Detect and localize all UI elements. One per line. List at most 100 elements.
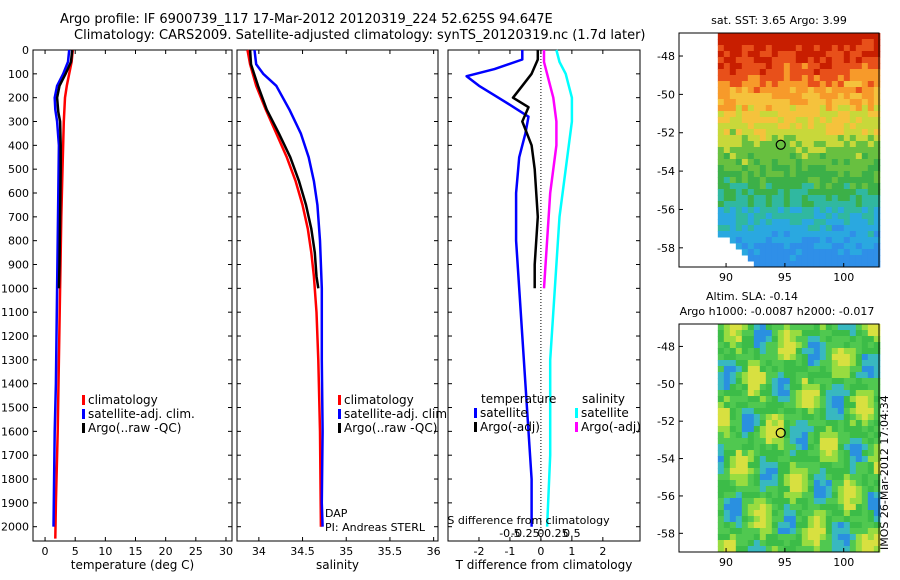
sst-map-cell (771, 87, 779, 94)
sla-map-cell (861, 516, 869, 523)
sst-map-cell (861, 51, 869, 58)
sst-map-cell (765, 135, 773, 142)
sla-map-cell (861, 468, 869, 475)
sla-map-cell (747, 444, 755, 451)
sst-map-cell (753, 147, 761, 154)
sst-map-cell (807, 33, 815, 40)
sst-map-cell (837, 201, 845, 208)
sla-map-cell (765, 354, 773, 361)
sst-map-cell (729, 105, 737, 112)
sla-map-cell (747, 462, 755, 469)
sla-map-cell (759, 414, 767, 421)
sst-map-cell (825, 99, 833, 106)
sst-map-cell (801, 207, 809, 214)
title-line-1: Argo profile: IF 6900739_117 17-Mar-2012… (60, 12, 553, 27)
sla-map-cell (849, 348, 857, 355)
sla-map-cell (777, 432, 785, 439)
sst-map-cell (867, 99, 875, 106)
sst-map-cell (771, 111, 779, 118)
sst-map-cell (849, 87, 857, 94)
sst-map-cell (837, 105, 845, 112)
sla-map-cell (747, 378, 755, 385)
sla-map-cell (729, 546, 737, 553)
sla-map-cell (771, 378, 779, 385)
temperature-series-satellite-adj-clim- (52, 49, 71, 527)
sst-map-cell (729, 153, 737, 160)
sla-map-cell (813, 534, 821, 541)
sla-map-cell (849, 372, 857, 379)
sst-map-cell (789, 75, 797, 82)
sst-map-cell (735, 177, 743, 184)
sla-map-cell (861, 324, 869, 331)
sst-map-cell (747, 183, 755, 190)
temperature-ytick-label: 500 (8, 163, 29, 176)
sst-map-cell (717, 141, 725, 148)
sla-map-cell (771, 492, 779, 499)
sst-map-cell (765, 99, 773, 106)
sla-map-panel: 90 95 100-48-50-52-54-56-58 (657, 323, 881, 569)
sla-map-cell (825, 366, 833, 373)
sla-map-cell (759, 372, 767, 379)
sla-map-cell (729, 348, 737, 355)
sst-map-cell (831, 51, 839, 58)
sla-map-cell (819, 528, 827, 535)
sla-map-cell (855, 510, 863, 517)
sst-map-cell (837, 177, 845, 184)
sst-map-cell (855, 33, 863, 40)
sst-map-cell (825, 63, 833, 70)
sla-map-cell (849, 396, 857, 403)
sla-map-cell (819, 510, 827, 517)
sst-map-cell (843, 45, 851, 52)
sst-map-cell (789, 141, 797, 148)
sla-map-cell (723, 336, 731, 343)
sst-map-cell (867, 33, 875, 40)
sst-map-cell (873, 213, 881, 220)
sla-map-cell (807, 324, 815, 331)
sla-map-cell (849, 426, 857, 433)
sst-map-cell (723, 231, 731, 238)
sla-map-cell (789, 534, 797, 541)
sla-map-cell (831, 480, 839, 487)
sst-map-cell (753, 255, 761, 262)
sst-map-cell (771, 243, 779, 250)
sst-map-cell (765, 213, 773, 220)
sst-map-cell (765, 87, 773, 94)
sst-map-cell (849, 93, 857, 100)
sst-map-cell (831, 135, 839, 142)
sla-map-cell (765, 336, 773, 343)
sst-map-cell (765, 165, 773, 172)
sla-map-cell (867, 426, 875, 433)
sla-map-cell (795, 390, 803, 397)
sst-map-cell (825, 123, 833, 130)
sla-map-cell (867, 456, 875, 463)
sst-map-cell (771, 129, 779, 136)
sla-map-cell (741, 420, 749, 427)
difference-xtick-label: 1 (568, 545, 575, 558)
sst-map-cell (717, 213, 725, 220)
temperature-ytick-label: 1300 (1, 354, 29, 367)
sst-map-cell (747, 165, 755, 172)
sst-map-ytick-label: -52 (657, 127, 675, 140)
sst-map-cell (723, 111, 731, 118)
sst-map-cell (777, 63, 785, 70)
salinity-xtick-label: 34 (252, 545, 266, 558)
sla-map-cell (795, 324, 803, 331)
sla-map-cell (729, 354, 737, 361)
sst-map-cell (855, 87, 863, 94)
sla-map-cell (819, 426, 827, 433)
sla-map-cell (849, 522, 857, 529)
sst-map-cell (843, 189, 851, 196)
sla-map-cell (795, 354, 803, 361)
sst-map-cell (717, 153, 725, 160)
sla-map-cell (771, 498, 779, 505)
sst-map-cell (789, 171, 797, 178)
sst-map-cell (723, 51, 731, 58)
sst-map-cell (729, 231, 737, 238)
sla-map-cell (837, 366, 845, 373)
sst-map-cell (759, 51, 767, 58)
sla-map-cell (759, 516, 767, 523)
sla-map-cell (831, 444, 839, 451)
sst-map-cell (849, 75, 857, 82)
sla-map-cell (723, 390, 731, 397)
sst-map-cell (867, 147, 875, 154)
